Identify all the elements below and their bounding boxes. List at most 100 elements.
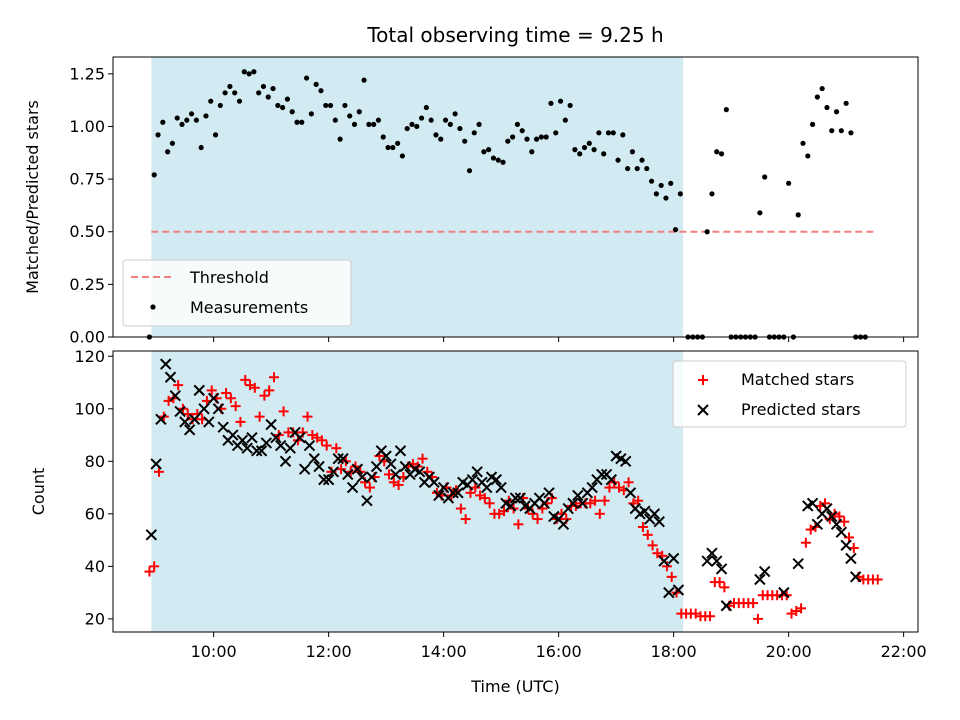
measurement-point	[553, 130, 559, 136]
measurement-point	[543, 134, 549, 140]
matched-star-point	[839, 516, 850, 527]
matched-star-point	[623, 477, 634, 488]
matched-star-point	[848, 542, 859, 553]
measurement-point	[658, 182, 664, 189]
matched-star-point	[499, 506, 509, 517]
measurement-point	[625, 165, 631, 172]
predicted-star-point	[572, 489, 584, 502]
predicted-star-point	[758, 565, 771, 578]
measurement-point	[294, 119, 300, 125]
bottom-y-ticks: 20 40 60 80 100 120	[74, 347, 113, 628]
predicted-star-point	[251, 445, 263, 457]
matched-star-point	[872, 574, 883, 585]
top-y-tick-label: 1.00	[69, 117, 105, 136]
measurement-point	[668, 180, 674, 186]
predicted-star-point	[390, 468, 402, 481]
matched-star-point	[302, 411, 313, 422]
top-y-axis-label: Matched/Predicted stars	[23, 100, 42, 294]
measurement-point	[829, 128, 835, 134]
predicted-star-point	[514, 492, 526, 504]
measurement-point	[404, 125, 410, 132]
measurement-point	[529, 149, 535, 155]
measurement-point	[280, 104, 286, 111]
predicted-star-point	[394, 445, 407, 457]
measurement-point	[596, 130, 602, 136]
measurement-point	[385, 144, 391, 151]
bottom-y-tick-label: 100	[74, 399, 105, 418]
measurement-point	[805, 153, 811, 159]
predicted-star-point	[399, 460, 411, 473]
measurement-point	[471, 130, 477, 136]
predicted-star-point	[337, 452, 349, 465]
measurement-point	[414, 123, 420, 130]
measurement-point	[809, 121, 816, 127]
predicted-star-point	[279, 455, 292, 468]
matched-star-point	[465, 487, 476, 498]
matched-star-point	[331, 443, 342, 454]
measurement-point	[447, 121, 453, 127]
matched-star-point	[479, 493, 490, 504]
predicted-star-point	[346, 481, 359, 494]
measurement-point	[375, 117, 382, 123]
measurement-point	[303, 75, 310, 81]
measurement-point	[284, 96, 291, 102]
matched-star-point	[470, 482, 481, 493]
measurement-point	[212, 132, 219, 138]
measurement-point	[351, 121, 358, 127]
predicted-star-point	[275, 439, 287, 452]
predicted-star-point	[241, 442, 253, 454]
predicted-star-point	[351, 463, 364, 475]
predicted-star-point	[447, 487, 459, 499]
measurement-point	[428, 117, 434, 123]
predicted-star-point	[203, 416, 215, 428]
measurement-point	[653, 191, 659, 197]
predicted-star-point	[179, 416, 191, 428]
matched-star-point	[326, 466, 337, 477]
matched-star-point	[269, 372, 279, 383]
predicted-star-point	[303, 439, 316, 452]
predicted-star-point	[505, 500, 517, 512]
predicted-star-point	[193, 384, 205, 397]
predicted-star-point	[701, 555, 713, 567]
measurement-point	[819, 85, 825, 92]
measurement-point	[203, 113, 209, 119]
measurement-point	[260, 83, 267, 90]
matched-star-point	[719, 582, 730, 593]
measurement-point	[723, 107, 729, 113]
predicted-star-point	[150, 458, 162, 470]
predicted-star-point	[648, 508, 661, 520]
measurement-point	[241, 69, 247, 75]
measurement-point	[418, 115, 425, 121]
predicted-star-point	[437, 481, 450, 494]
predicted-star-point	[840, 539, 852, 552]
measurement-point	[371, 121, 377, 127]
predicted-star-point	[174, 405, 186, 418]
bottom-y-axis-label: Count	[29, 468, 48, 516]
predicted-star-point	[452, 487, 464, 499]
top-y-tick-label: 0.25	[69, 275, 105, 294]
measurement-point	[188, 111, 195, 117]
measurement-point	[709, 191, 715, 197]
measurement-point	[648, 178, 655, 184]
measurement-point	[327, 102, 334, 109]
measurement-point	[605, 130, 612, 136]
measurement-point	[442, 117, 449, 123]
measurement-point	[510, 134, 516, 140]
predicted-star-point	[413, 466, 426, 478]
predicted-star-point	[308, 452, 320, 465]
matched-star-point	[225, 393, 236, 404]
x-tick-label: 10:00	[191, 642, 237, 661]
measurement-point	[500, 159, 506, 165]
predicted-star-point	[428, 476, 440, 489]
predicted-star-point	[466, 473, 479, 486]
measurement-point	[677, 191, 683, 197]
top-y-tick-label: 0.00	[69, 328, 105, 347]
predicted-star-point	[284, 442, 296, 454]
x-tick-label: 20:00	[766, 642, 812, 661]
measurement-point	[843, 100, 849, 106]
measurement-point	[466, 168, 473, 174]
measurement-point	[246, 71, 252, 77]
matched-star-point	[154, 466, 164, 477]
matched-star-point	[800, 537, 811, 548]
measurement-point	[222, 90, 228, 96]
